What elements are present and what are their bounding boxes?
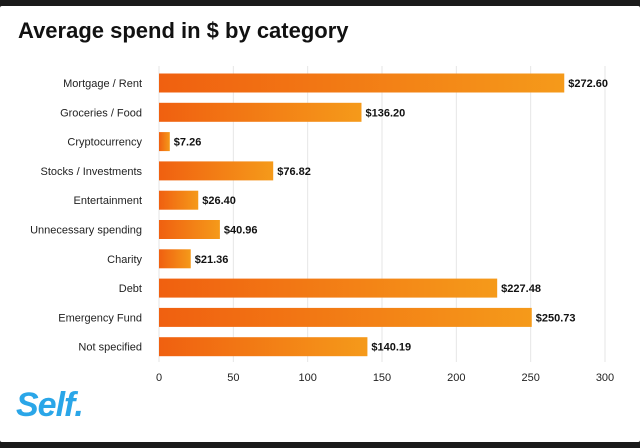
x-tick-label: 200 <box>447 372 465 384</box>
category-label: Debt <box>119 283 142 295</box>
data-label: $7.26 <box>174 137 202 149</box>
bar <box>159 132 170 152</box>
x-tick-label: 250 <box>521 372 539 384</box>
bar <box>159 190 199 210</box>
data-label: $136.20 <box>365 107 405 119</box>
bar <box>159 161 274 181</box>
data-label: $76.82 <box>277 166 311 178</box>
x-tick-label: 300 <box>596 372 614 384</box>
data-label: $250.73 <box>536 312 576 324</box>
x-tick-label: 100 <box>298 372 316 384</box>
category-label: Charity <box>107 254 142 266</box>
data-label: $21.36 <box>195 254 229 266</box>
category-label: Entertainment <box>74 195 142 207</box>
category-label: Cryptocurrency <box>67 137 142 149</box>
bar <box>159 337 368 357</box>
category-label: Stocks / Investments <box>41 166 143 178</box>
self-logo: Self. <box>16 386 84 424</box>
data-label: $40.96 <box>224 225 258 237</box>
data-label: $140.19 <box>371 342 411 354</box>
data-label: $227.48 <box>501 283 541 295</box>
bar <box>159 220 220 239</box>
category-label: Not specified <box>78 342 142 354</box>
data-label: $26.40 <box>202 195 236 207</box>
chart-title: Average spend in $ by category <box>18 18 349 43</box>
bar <box>159 307 532 327</box>
bars <box>159 73 565 357</box>
x-tick-label: 0 <box>156 372 162 384</box>
x-tick-label: 50 <box>227 372 239 384</box>
bar <box>159 278 498 298</box>
data-label: $272.60 <box>568 78 608 90</box>
category-label: Groceries / Food <box>60 107 142 119</box>
labels: 0 50 100 150 200 250 300 Mortgage / Rent $272.60… <box>30 78 614 384</box>
category-label: Mortgage / Rent <box>63 78 142 90</box>
x-tick-label: 150 <box>373 372 391 384</box>
category-label: Emergency Fund <box>58 312 142 324</box>
category-label: Unnecessary spending <box>30 225 142 237</box>
bar <box>159 249 191 269</box>
bar <box>159 102 362 122</box>
bar <box>159 73 565 93</box>
